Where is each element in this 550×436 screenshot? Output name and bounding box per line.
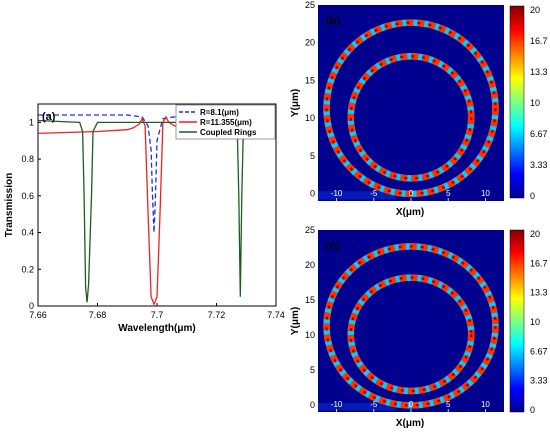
waveguide-field [318, 402, 397, 411]
colorbar-ticks-b: 20 16.7 13.3 10 6.67 3.33 0 [530, 5, 548, 201]
x-tick-label-a: 7.68 [89, 310, 107, 320]
field-map-c: -10 -5 0 5 10 0 5 10 15 20 25 (c) X(μm) Y(μm) 20 16… [290, 225, 548, 429]
x-tick-label: -10 [331, 189, 343, 198]
y-axis-label-b: Y(μm) [290, 89, 301, 117]
colorbar-tick-label: 10 [530, 317, 540, 327]
y-tick-label: 15 [305, 75, 315, 85]
legend-label-r8: R=8.1(μm) [200, 108, 239, 117]
colorbar-ticks-c: 20 16.7 13.3 10 6.67 3.33 0 [530, 229, 548, 415]
plot-area-c [318, 230, 504, 412]
waveguide-field [318, 191, 397, 200]
y-tick-label: 25 [305, 0, 315, 10]
x-tick-label: 5 [446, 189, 451, 198]
axis-ticks-b: -10 -5 0 5 10 0 5 10 15 20 25 [305, 0, 490, 201]
series-line-1 [37, 115, 276, 306]
colorbar-tick-label: 13.3 [530, 288, 548, 298]
y-tick-label: 0 [310, 400, 315, 410]
rings-b [318, 19, 499, 200]
x-tick-label: -10 [331, 400, 343, 409]
x-axis-label-b: X(μm) [396, 207, 424, 218]
ring-1-peak [349, 276, 473, 393]
panel-label-c: (c) [326, 240, 340, 252]
x-axis-label-a: Wavelength(μm) [118, 323, 195, 334]
colorbar-tick-label: 16.7 [530, 258, 548, 268]
y-tick-label-a: 0.4 [21, 228, 34, 238]
x-tick-label: 0 [409, 400, 414, 409]
colorbar-tick-label: 13.3 [530, 67, 548, 77]
legend-a: R=8.1(μm) R=11.355(μm) Coupled Rings [175, 104, 276, 140]
ring-0-peak [325, 245, 497, 407]
colorbar-tick-label: 20 [530, 5, 540, 15]
x-tick-label: 10 [481, 189, 490, 198]
field-map-b: -10 -5 0 5 10 0 5 10 15 20 25 (b) X(μm) Y(μm) 20 16… [290, 0, 548, 218]
y-tick-label-a: 0.6 [21, 191, 34, 201]
colorbar-c [509, 229, 525, 413]
axis-ticks-a: 7.66 7.68 7.7 7.72 7.74 0 0.2 0.4 0.6 0.8 1 [21, 117, 284, 320]
ring-1-field [347, 53, 475, 182]
y-tick-label-a: 0.8 [21, 154, 34, 164]
colorbar-tick-label: 6.67 [530, 129, 548, 139]
x-tick-label: 10 [481, 400, 490, 409]
x-tick-label-a: 7.66 [29, 310, 47, 320]
legend-label-coupled: Coupled Rings [200, 128, 257, 137]
x-tick-label: -5 [370, 189, 378, 198]
colorbar-tick-label: 6.67 [530, 346, 548, 356]
y-tick-label: 15 [305, 295, 315, 305]
y-tick-label: 25 [305, 225, 315, 235]
x-tick-label-a: 7.72 [208, 310, 226, 320]
y-tick-label: 10 [305, 113, 315, 123]
y-tick-label: 0 [310, 188, 315, 198]
colorbar-b [509, 5, 525, 199]
y-tick-label: 20 [305, 38, 315, 48]
rings-c [318, 243, 499, 411]
panel-label-a: (a) [42, 111, 56, 123]
colorbar-tick-label: 16.7 [530, 36, 548, 46]
series-lines-a [37, 114, 277, 306]
colorbar-tick-label: 20 [530, 229, 540, 239]
axis-ticks-c: -10 -5 0 5 10 0 5 10 15 20 25 [305, 225, 490, 412]
colorbar-tick-label: 3.33 [530, 376, 548, 386]
series-line-2 [37, 119, 277, 303]
y-tick-label: 20 [305, 260, 315, 270]
y-tick-label: 5 [310, 151, 315, 161]
y-tick-label-a: 0 [29, 301, 34, 311]
y-tick-label-a: 0.2 [21, 264, 34, 274]
panel-label-b: (b) [326, 15, 340, 27]
y-tick-label: 5 [310, 365, 315, 375]
y-axis-label-c: Y(μm) [290, 307, 301, 335]
colorbar-tick-label: 0 [530, 191, 535, 201]
x-tick-label-a: 7.74 [267, 310, 285, 320]
y-axis-label-a: Transmission [4, 173, 15, 237]
colorbar-tick-label: 0 [530, 405, 535, 415]
y-tick-label-a: 1 [29, 117, 34, 127]
x-tick-label: 0 [409, 189, 414, 198]
y-tick-label: 10 [305, 330, 315, 340]
ring-0-peak [325, 21, 497, 195]
transmission-chart: 7.66 7.68 7.7 7.72 7.74 0 0.2 0.4 0.6 0.8 1 (a) Wa… [4, 103, 285, 334]
plot-area-b [318, 5, 504, 201]
colorbar-tick-label: 10 [530, 98, 540, 108]
x-tick-label-a: 7.7 [151, 310, 164, 320]
legend-label-r11: R=11.355(μm) [200, 118, 252, 127]
x-tick-label: -5 [370, 400, 378, 409]
colorbar-tick-label: 3.33 [530, 160, 548, 170]
x-axis-label-c: X(μm) [396, 418, 424, 429]
x-tick-label: 5 [446, 400, 451, 409]
